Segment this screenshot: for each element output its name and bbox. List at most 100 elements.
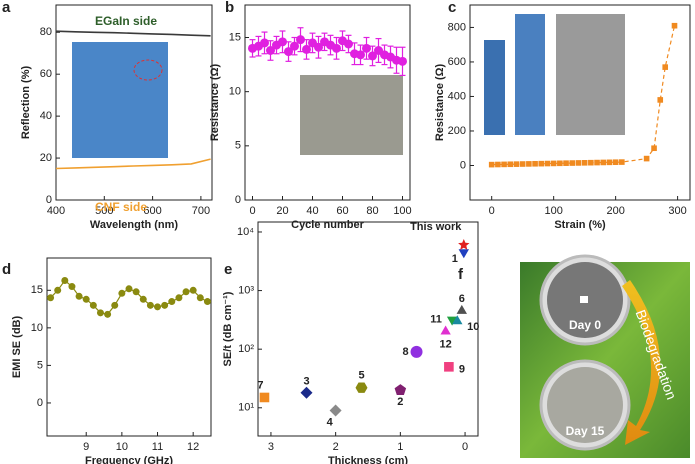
panel-label: e (224, 261, 232, 278)
point (575, 160, 582, 166)
inset-photo (515, 14, 545, 135)
x-tick-label: 10 (116, 441, 128, 453)
x-tick-label: 60 (336, 205, 348, 217)
point-label: 9 (459, 364, 465, 376)
point (456, 304, 467, 314)
x-axis-label: Thickness (cm) (328, 455, 408, 464)
point-label: 4 (327, 416, 334, 428)
inset-highlight (133, 59, 163, 81)
point (394, 384, 407, 395)
point (495, 161, 501, 168)
point-label: 11 (430, 313, 442, 325)
y-tick-label: 10 (31, 322, 43, 334)
point (260, 38, 269, 48)
point (444, 362, 454, 372)
point (550, 160, 557, 167)
point (588, 159, 594, 166)
plot-frame (257, 221, 479, 437)
point (75, 292, 83, 300)
x-tick-label: 300 (668, 205, 686, 217)
dish-label: Day 15 (566, 424, 605, 438)
y-tick-label: 10¹ (238, 402, 254, 414)
point-label: 1 (452, 253, 458, 265)
series-label: CNF side (95, 200, 147, 214)
y-axis-label: Resistance (Ω) (209, 64, 221, 142)
x-tick-label: 20 (276, 205, 288, 217)
photo-panel: f Day 0 Day 15 Biodegradation (458, 254, 690, 458)
panel-label: d (2, 261, 11, 278)
point-label: 2 (397, 396, 403, 408)
point-label: 3 (303, 376, 309, 388)
point (203, 298, 211, 306)
point (600, 159, 607, 166)
y-tick-label: 0 (235, 194, 241, 206)
point (569, 160, 576, 166)
series-label: EGaIn side (95, 14, 157, 28)
x-axis-label: Wavelength (nm) (90, 219, 179, 231)
point (139, 295, 147, 303)
point (111, 301, 119, 309)
y-tick-label: 5 (235, 140, 241, 152)
point (619, 159, 625, 165)
panel-label: b (225, 0, 234, 16)
y-tick-label: 400 (448, 90, 466, 102)
point (538, 160, 545, 167)
point (329, 404, 342, 417)
point (146, 301, 154, 309)
point (189, 286, 197, 294)
y-tick-label: 15 (229, 31, 241, 43)
point (398, 56, 407, 66)
point (161, 301, 169, 309)
point (154, 303, 162, 311)
point-label: 12 (440, 338, 452, 350)
x-tick-label: 500 (95, 205, 113, 217)
y-tick-label: 10 (229, 86, 241, 98)
point (314, 42, 323, 52)
y-tick-label: 80 (40, 26, 52, 38)
series-line (55, 30, 211, 37)
panel-label: f (458, 266, 464, 283)
x-tick-label: 0 (249, 205, 255, 217)
inset-photo (556, 14, 625, 135)
point (300, 386, 313, 399)
point (68, 283, 76, 291)
point (47, 294, 55, 302)
point (446, 316, 458, 326)
x-tick-label: 0 (462, 441, 468, 453)
point-label: 8 (402, 346, 408, 358)
point (513, 161, 520, 167)
series-line (55, 158, 211, 170)
x-tick-label: 40 (306, 205, 318, 217)
point (440, 325, 451, 335)
point (284, 47, 293, 57)
x-tick-label: 1 (397, 441, 403, 453)
point (182, 288, 190, 296)
y-tick-label: 15 (31, 284, 43, 296)
point (290, 41, 299, 51)
point (458, 239, 470, 250)
sample (580, 296, 588, 303)
inset-photo (484, 40, 505, 135)
point (368, 51, 377, 61)
y-tick-label: 0 (37, 397, 43, 409)
y-tick-label: 10³ (238, 284, 254, 296)
y-tick-label: 0 (46, 194, 52, 206)
point (651, 145, 657, 152)
x-tick-label: 80 (366, 205, 378, 217)
point (410, 345, 423, 358)
y-axis-label: Reflection (%) (20, 65, 32, 139)
y-tick-label: 60 (40, 68, 52, 80)
x-tick-label: 3 (268, 441, 274, 453)
point (118, 289, 126, 297)
point (196, 294, 204, 302)
panel-label: a (2, 0, 11, 16)
point (532, 160, 538, 167)
inset-photo (72, 42, 168, 158)
y-tick-label: 0 (460, 159, 466, 171)
point (594, 159, 600, 166)
point (519, 161, 526, 167)
x-tick-label: 200 (606, 205, 624, 217)
y-tick-label: 600 (448, 56, 466, 68)
point (89, 301, 97, 309)
